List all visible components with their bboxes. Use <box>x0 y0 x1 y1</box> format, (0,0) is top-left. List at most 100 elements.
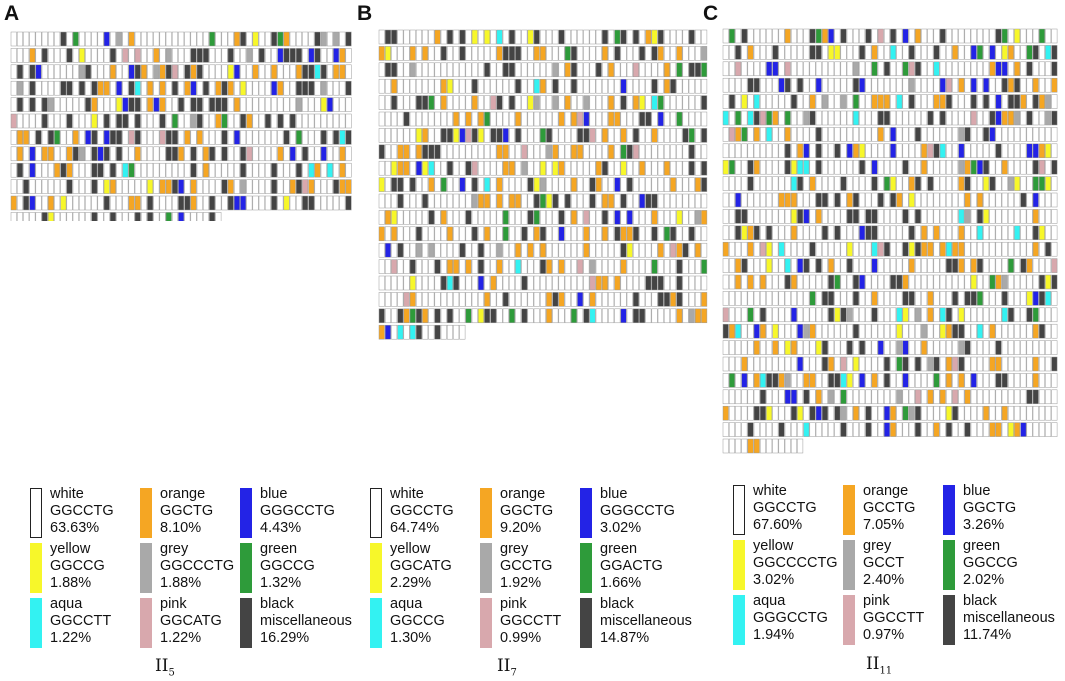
repeat-cell-white <box>772 422 779 437</box>
repeat-cell-black <box>320 130 327 145</box>
repeat-cell-white <box>790 61 797 77</box>
repeat-cell-white <box>583 29 590 45</box>
repeat-cell-black <box>66 113 73 129</box>
repeat-cell-orange <box>128 195 135 211</box>
repeat-cell-white <box>190 212 197 221</box>
repeat-cell-white <box>484 128 491 143</box>
repeat-cell-blue <box>883 405 890 421</box>
repeat-cell-white <box>1038 356 1045 372</box>
repeat-cell-orange <box>939 389 946 405</box>
repeat-cell-white <box>583 259 590 274</box>
repeat-cell-aqua <box>122 162 129 178</box>
repeat-cell-orange <box>1001 110 1008 126</box>
repeat-cell-black <box>1026 307 1033 323</box>
repeat-cell-orange <box>939 241 946 257</box>
repeat-cell-white <box>722 258 729 273</box>
repeat-cell-white <box>859 127 866 142</box>
repeat-cell-white <box>952 209 959 224</box>
repeat-cell-blue <box>815 405 822 421</box>
repeat-cell-white <box>453 144 460 160</box>
repeat-cell-black <box>809 28 816 44</box>
legend-motif: GGCCCCTG <box>753 555 838 571</box>
repeat-cell-black <box>471 78 478 94</box>
repeat-cell-black <box>828 291 835 306</box>
repeat-cell-white <box>527 226 534 242</box>
repeat-cell-black <box>97 162 104 178</box>
repeat-cell-blue <box>233 195 240 211</box>
repeat-cell-white <box>784 356 791 372</box>
repeat-cell-white <box>552 111 559 127</box>
repeat-cell-orange <box>846 192 853 208</box>
repeat-cell-black <box>221 130 228 145</box>
repeat-cell-white <box>883 323 890 339</box>
repeat-cell-white <box>846 274 853 290</box>
repeat-cell-white <box>976 61 983 77</box>
repeat-cell-white <box>890 340 897 355</box>
repeat-cell-white <box>1007 356 1014 372</box>
repeat-cell-aqua <box>976 225 983 241</box>
repeat-cell-white <box>989 77 996 93</box>
repeat-cell-white <box>546 62 553 78</box>
repeat-cell-white <box>840 241 847 257</box>
repeat-cell-white <box>927 225 934 241</box>
repeat-cell-white <box>821 159 828 175</box>
repeat-cell-white <box>140 31 147 47</box>
repeat-cell-grey <box>428 242 435 258</box>
repeat-cell-orange <box>558 259 565 274</box>
repeat-cell-white <box>790 110 797 126</box>
repeat-cell-black <box>639 308 646 324</box>
repeat-cell-white <box>16 31 23 47</box>
repeat-cell-white <box>577 62 584 78</box>
repeat-cell-orange <box>409 46 416 61</box>
repeat-cell-yellow <box>1045 143 1052 159</box>
repeat-cell-white <box>821 143 828 159</box>
repeat-cell-black <box>415 95 422 110</box>
repeat-cell-black <box>202 80 209 96</box>
repeat-cell-white <box>589 160 596 176</box>
repeat-cell-white <box>632 275 639 291</box>
repeat-cell-white <box>902 389 909 405</box>
repeat-cell-orange <box>735 258 742 273</box>
repeat-cell-white <box>1051 323 1058 339</box>
repeat-cell-white <box>1014 373 1021 388</box>
repeat-cell-white <box>91 31 98 47</box>
repeat-cell-grey <box>165 48 172 63</box>
legend-name: green <box>260 541 298 557</box>
repeat-cell-black <box>558 210 565 225</box>
repeat-cell-black <box>258 48 265 63</box>
repeat-cell-aqua <box>326 162 333 178</box>
repeat-cell-white <box>741 389 748 405</box>
repeat-cell-black <box>601 210 608 225</box>
repeat-cell-white <box>397 128 404 143</box>
repeat-cell-green <box>165 212 172 221</box>
repeat-cell-black <box>772 45 779 60</box>
repeat-cell-white <box>453 160 460 176</box>
repeat-cell-white <box>933 389 940 405</box>
repeat-cell-blue <box>97 146 104 162</box>
repeat-cell-white <box>103 162 110 178</box>
repeat-cell-white <box>784 323 791 339</box>
repeat-cell-white <box>1051 307 1058 323</box>
legend-motif: GGCCG <box>963 555 1018 571</box>
repeat-cell-green <box>741 127 748 142</box>
repeat-cell-white <box>865 192 872 208</box>
repeat-cell-black <box>645 193 652 209</box>
repeat-cell-white <box>422 226 429 242</box>
repeat-cell-white <box>391 308 398 324</box>
repeat-cell-black <box>521 308 528 324</box>
repeat-cell-white <box>397 210 404 225</box>
repeat-cell-orange <box>570 210 577 225</box>
repeat-cell-white <box>178 113 185 129</box>
repeat-cell-grey <box>16 80 23 96</box>
repeat-cell-black <box>701 160 708 176</box>
legend-swatch-aqua <box>733 595 745 645</box>
repeat-cell-white <box>896 422 903 437</box>
repeat-cell-orange <box>921 225 928 241</box>
repeat-cell-orange <box>645 29 652 45</box>
repeat-cell-green <box>902 405 909 421</box>
repeat-cell-white <box>682 193 689 209</box>
repeat-cell-blue <box>614 177 621 192</box>
repeat-cell-black <box>477 259 484 274</box>
repeat-cell-black <box>209 97 216 112</box>
repeat-cell-black <box>914 61 921 77</box>
